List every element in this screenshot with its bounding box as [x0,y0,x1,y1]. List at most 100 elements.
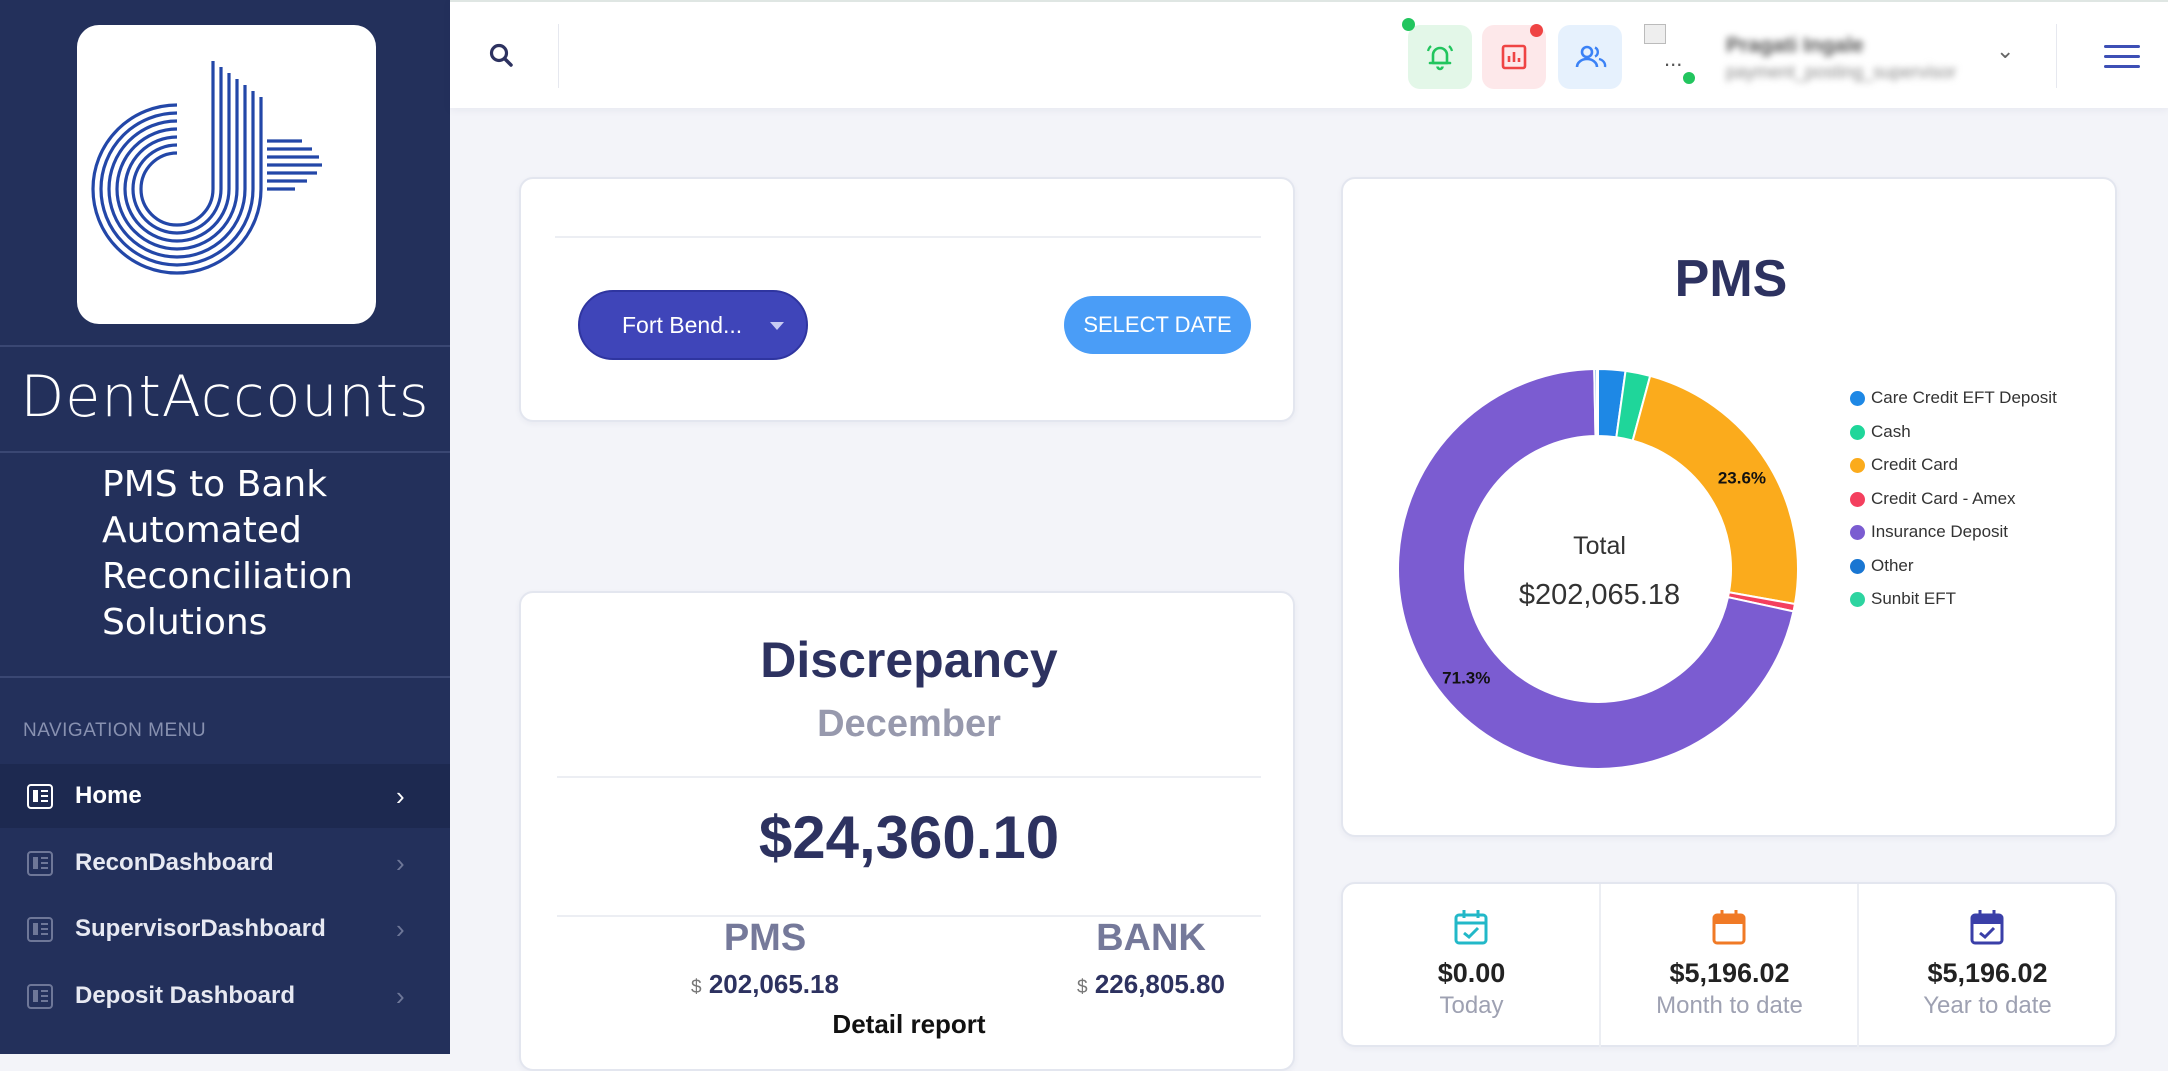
legend-swatch [1850,491,1865,507]
report-icon [1501,44,1527,70]
sidebar-item-label: Home [75,782,142,809]
dashboard-icon [27,784,53,809]
dashboard-icon [27,851,53,876]
header-divider [558,24,559,88]
sidebar-item-label: ReconDashboard [75,849,274,876]
currency-symbol: $ [1077,977,1088,998]
legend-label: Other [1871,555,1914,575]
donut-slice[interactable] [1397,368,1795,770]
stat-label: Year to date [1923,992,2052,1019]
chevron-down-icon[interactable]: ⌄ [1996,38,2015,63]
tagline: PMS to Bank Automated Reconciliation Sol… [102,462,432,646]
stat-value: $0.00 [1437,958,1506,988]
location-label: Fort Bend... [622,312,743,338]
broken-image-icon [1644,24,1666,44]
divider [1857,884,1859,1049]
bank-total: $ 226,805.80 [1001,969,1301,1000]
calendar-check-icon [1454,910,1488,945]
chevron-right-icon: › [396,980,405,1011]
discrepancy-month: December [817,703,1001,745]
stat-year-to-date: $5,196.02 Year to date [1859,884,2116,1049]
chevron-right-icon: › [396,913,405,944]
users-button[interactable] [1558,25,1622,89]
divider [0,345,450,347]
donut-slice[interactable] [1595,367,1599,438]
sidebar-item-label: SupervisorDashboard [75,915,326,942]
bell-icon [1426,45,1454,71]
discrepancy-amount: $24,360.10 [758,804,1060,871]
calendar-icon [1712,910,1746,945]
donut-total-value: $202,065.18 [1518,579,1681,611]
detail-report-link[interactable]: Detail report [832,1009,986,1039]
select-date-button[interactable]: SELECT DATE [1064,296,1251,354]
avatar[interactable]: ... [1644,24,1697,86]
pms-donut-chart: 23.6% 71.3% [1397,367,1799,770]
slice-data-label: 71.3% [1442,668,1490,687]
sidebar-item-recondashboard[interactable]: ReconDashboard › [0,831,450,895]
legend-label: Credit Card [1871,455,1958,474]
stat-label: Today [1439,992,1504,1019]
chevron-right-icon: › [396,847,405,878]
search-icon[interactable] [488,42,516,70]
divider [0,451,450,453]
caret-down-icon [770,322,784,330]
stat-label: Month to date [1656,992,1803,1019]
dashboard-icon [27,984,53,1009]
logo-icon [91,61,322,275]
legend-swatch [1850,391,1865,406]
legend-label: Insurance Deposit [1871,522,2009,541]
legend-swatch [1850,458,1865,473]
tagline-line: PMS to Bank [102,464,328,505]
divider [557,776,1261,778]
brand-name: DentAccounts [20,364,430,430]
tagline-line: Reconciliation [102,556,353,597]
legend-swatch [1850,592,1865,607]
user-name: Pragati Ingale [1726,34,1864,57]
legend-item[interactable]: Credit Card [1850,454,2110,488]
report-dot [1530,24,1543,37]
divider [0,676,450,678]
bank-label: BANK [1096,917,1206,959]
bank-value: 226,805.80 [1094,969,1225,999]
legend-item[interactable]: Sunbit EFT [1850,588,2110,622]
stat-value: $5,196.02 [1927,958,2048,988]
sidebar-item-deposit-dashboard[interactable]: Deposit Dashboard › [0,964,450,1028]
sidebar-item-home[interactable]: Home › [0,764,450,828]
legend-label: Cash [1871,421,1911,441]
stats-card: $0.00 Today $5,196.02 Month to date $5,1… [1341,882,2117,1049]
legend-item[interactable]: Insurance Deposit [1850,521,2110,555]
legend-swatch [1850,525,1865,540]
pms-chart-card: PMS 23.6% 71.3% Total $202,065.18 Care Cr… [1341,177,2117,837]
legend-item[interactable]: Credit Card - Amex [1850,488,2110,522]
discrepancy-card: Discrepancy December $24,360.10 PMS BANK… [519,591,1295,1071]
legend-item[interactable]: Cash [1850,421,2110,455]
sidebar-item-supervisordashboard[interactable]: SupervisorDashboard › [0,897,450,961]
currency-symbol: $ [691,977,702,998]
hamburger-menu-icon[interactable] [2104,45,2140,69]
avatar-alt-text: ... [1664,46,1683,71]
notifications-button[interactable] [1408,25,1472,89]
pms-total: $ 202,065.18 [615,969,915,1000]
legend-label: Sunbit EFT [1871,589,1957,608]
donut-total-label: Total [1573,532,1626,560]
divider [557,915,1261,917]
stat-month-to-date: $5,196.02 Month to date [1601,884,1858,1049]
top-header: ... Pragati Ingale payment_posting_super… [450,0,2168,108]
legend-item[interactable]: Other [1850,555,2110,589]
stat-value: $5,196.02 [1669,958,1790,988]
sidebar: DentAccounts PMS to Bank Automated Recon… [0,0,450,1054]
legend-item[interactable]: Care Credit EFT Deposit [1850,387,2110,421]
stat-today: $0.00 Today [1343,884,1600,1049]
chevron-right-icon: › [396,780,405,811]
calendar-check-icon [1970,910,2004,945]
dashboard-icon [27,917,53,942]
logo[interactable] [77,25,376,324]
header-divider [2056,24,2057,88]
sidebar-item-label: Deposit Dashboard [75,982,296,1009]
tagline-line: Automated [102,510,302,551]
legend-swatch [1850,558,1865,574]
slice-data-label: 23.6% [1718,469,1766,488]
location-dropdown[interactable]: Fort Bend... [578,290,808,360]
donut-slice[interactable] [1631,374,1799,606]
chart-title: PMS [1674,250,1788,308]
